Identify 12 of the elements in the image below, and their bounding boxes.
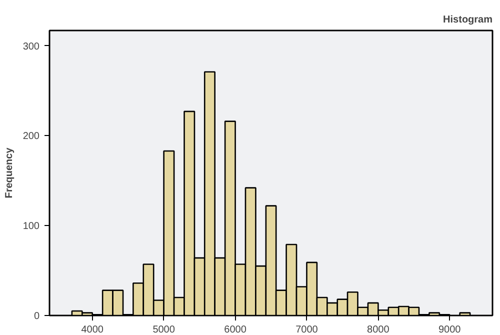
y-tick-label: 200 [22,131,40,142]
x-tick-label: 6000 [224,324,247,335]
y-axis-title: Frequency [4,147,15,198]
y-tick-label: 0 [34,311,40,322]
x-tick-label: 8000 [367,324,390,335]
y-tick-label: 300 [22,41,40,52]
x-tick-label: 5000 [152,324,176,335]
y-tick-label: 100 [22,221,40,232]
chart-title: Histogram [443,14,493,26]
x-tick-label: 7000 [296,324,318,335]
x-tick-label: 9000 [438,324,462,335]
x-tick-label: 4000 [81,324,104,335]
